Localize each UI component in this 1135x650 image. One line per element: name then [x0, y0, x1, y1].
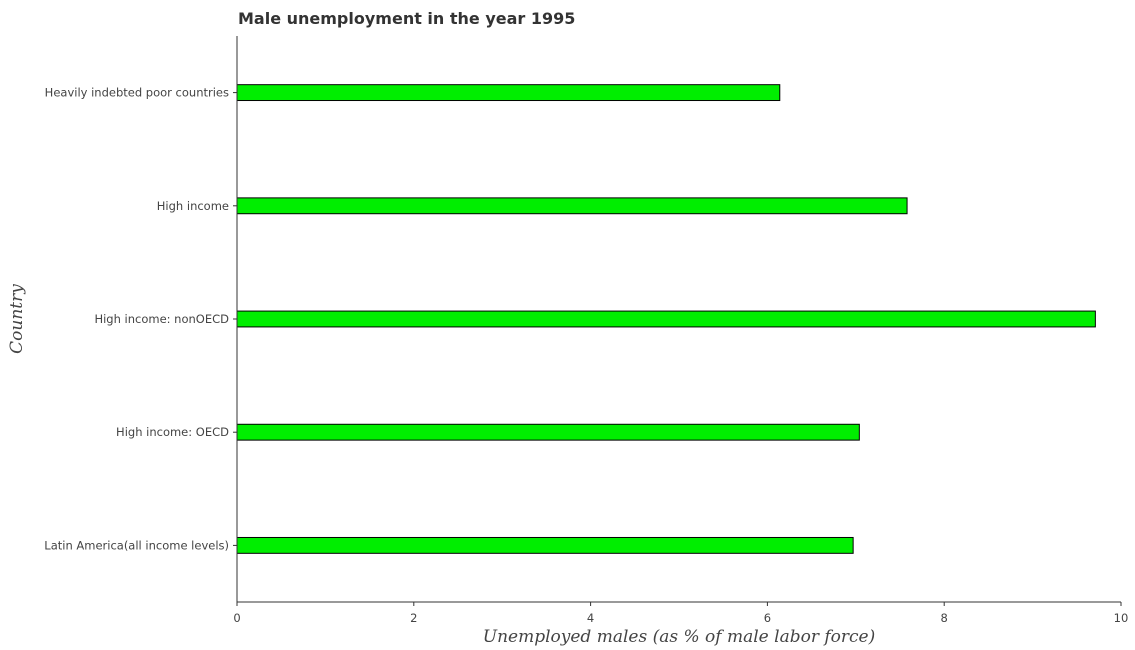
y-tick-label: High income — [157, 199, 229, 213]
x-axis-ticks: 0 2 4 6 8 10 — [233, 602, 1128, 625]
x-tick-label: 0 — [233, 611, 240, 625]
x-tick-label: 6 — [764, 611, 771, 625]
x-tick-label: 4 — [587, 611, 594, 625]
y-tick-label: High income: nonOECD — [94, 312, 229, 326]
x-tick-label: 8 — [941, 611, 948, 625]
bar-0 — [236, 84, 781, 102]
x-axis-label: Unemployed males (as % of male labor for… — [483, 627, 875, 647]
bar-3 — [236, 423, 860, 441]
bar-1 — [236, 197, 908, 215]
y-tick-label: Heavily indebted poor countries — [45, 86, 229, 100]
bar-2 — [236, 310, 1096, 328]
x-tick-label: 10 — [1114, 611, 1129, 625]
y-axis-label: Country — [7, 284, 27, 354]
chart-title: Male unemployment in the year 1995 — [238, 9, 575, 28]
y-tick-label: Latin America(all income levels) — [44, 538, 229, 552]
y-axis-ticks: Heavily indebted poor countries High inco… — [44, 86, 237, 552]
y-tick-label: High income: OECD — [116, 425, 229, 439]
bar-4 — [236, 536, 854, 554]
x-tick-label: 2 — [410, 611, 417, 625]
bars-group — [236, 84, 1096, 554]
